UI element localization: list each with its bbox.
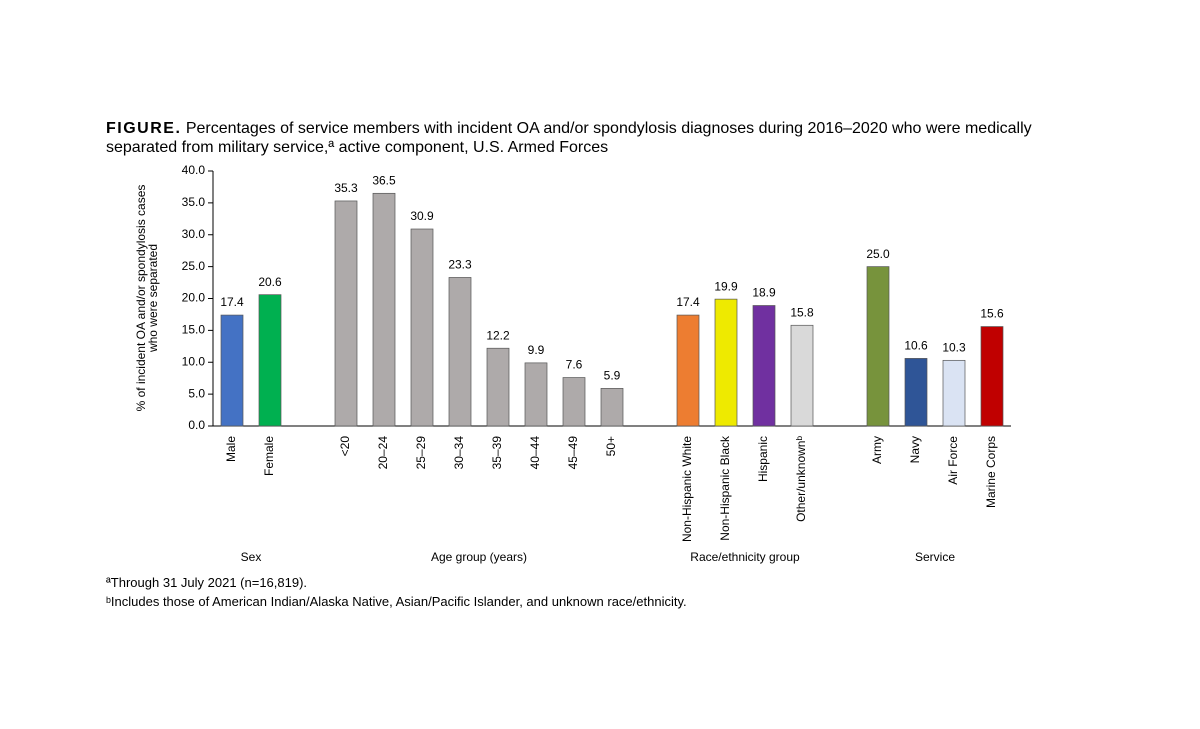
- group-label: Age group (years): [431, 550, 527, 564]
- bar: [448, 277, 472, 427]
- value-label: 23.3: [448, 258, 472, 272]
- value-label: 12.2: [486, 328, 510, 342]
- value-label: 15.8: [790, 305, 814, 319]
- x-tick-label: Marine Corps: [984, 436, 998, 508]
- value-label: 20.6: [258, 275, 282, 289]
- footnotes: ªThrough 31 July 2021 (n=16,819). ᵇInclu…: [106, 573, 687, 611]
- value-label: 7.6: [566, 358, 583, 372]
- x-tick-label: 30–34: [452, 436, 466, 470]
- y-tick-label: 35.0: [182, 195, 206, 209]
- x-tick-label: 45–49: [566, 436, 580, 470]
- value-label: 9.9: [528, 343, 545, 357]
- footnote: ªThrough 31 July 2021 (n=16,819).: [106, 575, 308, 590]
- y-tick-label: 20.0: [182, 291, 206, 305]
- y-tick-label: 5.0: [188, 386, 205, 400]
- value-label: 10.3: [942, 341, 966, 355]
- bar: [486, 347, 510, 427]
- bar: [942, 359, 966, 427]
- y-axis-label: % of incident OA and/or spondylosis case…: [134, 185, 148, 412]
- y-tick-label: 0.0: [188, 418, 205, 432]
- bar: [334, 200, 358, 427]
- y-tick-label: 15.0: [182, 323, 206, 337]
- value-label: 10.6: [904, 339, 928, 353]
- value-label: 19.9: [714, 279, 738, 293]
- x-tick-label: Male: [224, 436, 238, 462]
- x-tick-label: Air Force: [946, 436, 960, 485]
- y-axis-label: who were separated: [146, 244, 160, 353]
- bar: [600, 388, 624, 427]
- bar: [372, 192, 396, 427]
- x-tick-label: 35–39: [490, 436, 504, 470]
- y-tick-label: 10.0: [182, 354, 206, 368]
- bar: [714, 298, 738, 427]
- bar: [220, 314, 244, 427]
- bar: [904, 358, 928, 427]
- x-tick-label: Hispanic: [756, 436, 770, 482]
- x-tick-label: <20: [338, 436, 352, 457]
- bar: [410, 228, 434, 427]
- value-label: 15.6: [980, 307, 1004, 321]
- title-text: Percentages of service members with inci…: [106, 120, 1032, 156]
- group-label: Race/ethnicity group: [690, 550, 800, 564]
- x-tick-label: 40–44: [528, 436, 542, 470]
- x-tick-label: Navy: [908, 436, 922, 463]
- value-label: 5.9: [604, 369, 621, 383]
- bar: [752, 305, 776, 427]
- bar: [790, 324, 814, 427]
- footnote: ᵇIncludes those of American Indian/Alask…: [106, 594, 687, 609]
- group-label: Sex: [241, 550, 262, 564]
- bar: [980, 326, 1004, 427]
- y-tick-label: 40.0: [182, 163, 206, 177]
- value-label: 25.0: [866, 247, 890, 261]
- value-label: 35.3: [334, 181, 358, 195]
- bar: [866, 266, 890, 427]
- x-tick-label: 20–24: [376, 436, 390, 470]
- chart-title: FIGURE. Percentages of service members w…: [106, 119, 1096, 157]
- x-tick-label: Other/unknownᵇ: [794, 436, 808, 522]
- title-label: FIGURE.: [106, 120, 182, 137]
- x-tick-label: Female: [262, 436, 276, 476]
- bar: [676, 314, 700, 427]
- value-label: 36.5: [372, 173, 396, 187]
- bar: [524, 362, 548, 427]
- x-tick-label: Non-Hispanic White: [680, 436, 694, 542]
- bar: [258, 294, 282, 427]
- value-label: 18.9: [752, 286, 776, 300]
- y-tick-label: 30.0: [182, 227, 206, 241]
- value-label: 17.4: [676, 295, 700, 309]
- y-tick-label: 25.0: [182, 259, 206, 273]
- x-tick-label: 50+: [604, 436, 618, 456]
- x-tick-label: Army: [870, 436, 884, 464]
- x-tick-label: 25–29: [414, 436, 428, 470]
- value-label: 17.4: [220, 295, 244, 309]
- value-label: 30.9: [410, 209, 434, 223]
- bar: [562, 377, 586, 427]
- x-tick-label: Non-Hispanic Black: [718, 435, 732, 541]
- group-label: Service: [915, 550, 955, 564]
